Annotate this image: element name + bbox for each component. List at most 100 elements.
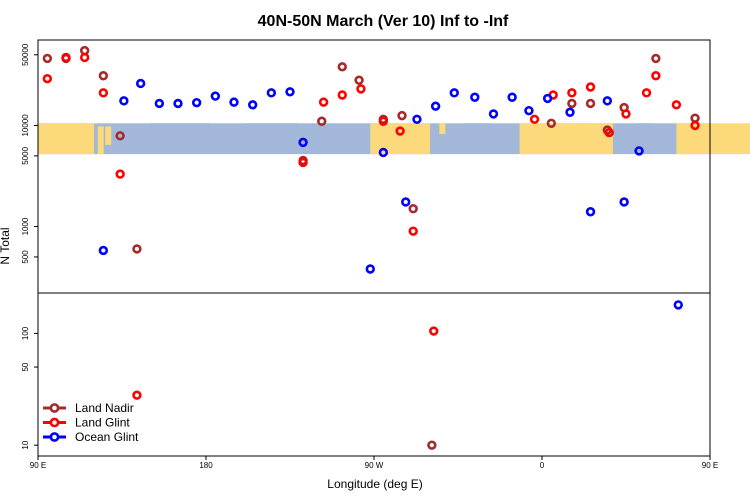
map-ocean-patch <box>463 123 492 139</box>
chart-title: 40N-50N March (Ver 10) Inf to -Inf <box>258 13 509 30</box>
data-point <box>470 92 480 102</box>
upper-plot-frame <box>37 39 711 294</box>
data-point <box>354 75 364 85</box>
map-ocean-patch <box>635 123 654 141</box>
legend-label: Ocean Glint <box>75 430 139 444</box>
data-point <box>119 96 129 106</box>
x-tick-label: 180 <box>199 461 213 470</box>
data-point <box>210 91 221 101</box>
data-point <box>430 101 441 111</box>
legend-label: Land Nadir <box>75 401 134 415</box>
y-tick-label: 500 <box>21 250 30 264</box>
data-point <box>365 264 375 274</box>
data-point <box>378 116 389 126</box>
data-point <box>585 98 596 109</box>
y-tick-label: 100 <box>21 326 30 340</box>
data-point <box>429 326 439 336</box>
data-point <box>337 62 347 72</box>
map-ocean-patch <box>243 123 299 142</box>
data-point <box>401 197 411 207</box>
map-land <box>439 123 446 135</box>
data-point <box>395 126 405 136</box>
data-point <box>604 127 614 138</box>
data-point <box>507 92 517 102</box>
data-point <box>585 207 596 217</box>
y-tick-label: 10 <box>21 440 30 449</box>
data-point <box>98 245 109 256</box>
data-point <box>298 137 308 148</box>
data-point <box>412 114 422 124</box>
data-point <box>356 84 366 94</box>
data-point <box>651 53 661 64</box>
y-tick-label: 5000 <box>21 146 30 164</box>
map-land <box>532 123 539 133</box>
data-point <box>285 87 295 97</box>
data-points <box>42 45 700 450</box>
data-point <box>247 100 258 110</box>
x-axis-label: Longitude (deg E) <box>327 477 422 491</box>
map-land <box>97 126 104 155</box>
map-land <box>105 126 112 145</box>
data-point <box>98 71 109 81</box>
data-point <box>154 98 165 109</box>
data-point <box>621 109 631 119</box>
map-land <box>676 123 750 155</box>
x-axis: 90 E 180 90 W 0 90 E <box>30 456 718 470</box>
data-point <box>565 107 575 117</box>
map-land <box>691 140 698 155</box>
data-point <box>98 88 109 98</box>
legend-marker <box>49 432 60 442</box>
data-point <box>318 97 329 107</box>
data-point <box>115 131 125 141</box>
y-tick-label: 10000 <box>21 114 30 137</box>
lower-plot-frame <box>37 292 711 457</box>
data-point <box>427 440 437 450</box>
data-point <box>673 300 683 310</box>
data-point <box>191 97 202 108</box>
data-point <box>634 146 644 156</box>
data-point <box>641 88 652 98</box>
y-tick-label: 50000 <box>21 43 30 66</box>
data-point <box>408 204 418 214</box>
x-tick-label: 90 E <box>30 461 46 470</box>
data-point <box>690 120 700 131</box>
data-point <box>397 110 407 121</box>
data-point <box>266 88 277 98</box>
legend-label: Land Glint <box>75 416 130 430</box>
data-point <box>567 98 577 109</box>
y-tick-label: 1000 <box>21 217 30 235</box>
data-point <box>173 98 183 109</box>
x-tick-label: 90 W <box>365 461 384 470</box>
world-map-band <box>38 123 750 155</box>
data-point <box>619 197 629 207</box>
x-tick-label: 0 <box>540 461 545 470</box>
data-point <box>42 73 53 84</box>
data-point <box>585 82 596 92</box>
series-ocean-glint <box>98 78 683 310</box>
data-point <box>488 109 499 119</box>
data-point <box>132 244 142 254</box>
data-point <box>690 113 700 123</box>
legend-marker <box>49 417 60 428</box>
data-point <box>337 90 347 100</box>
data-point <box>408 226 418 236</box>
data-point <box>524 105 534 116</box>
data-point <box>542 93 553 104</box>
data-point <box>529 114 540 124</box>
data-point <box>115 169 125 179</box>
map-land <box>575 123 582 138</box>
data-point <box>135 78 146 89</box>
data-point <box>298 157 308 168</box>
map-ocean-patch <box>150 123 210 139</box>
data-point <box>449 88 459 98</box>
upper-y-axis: 500 1000 5000 10000 50000 <box>21 43 38 264</box>
map-land <box>415 135 422 155</box>
data-point <box>651 71 661 81</box>
data-point <box>42 53 53 64</box>
data-point <box>671 100 682 110</box>
y-tick-label: 50 <box>21 362 30 371</box>
data-point <box>61 52 71 63</box>
lower-y-axis: 10 50 100 <box>21 326 38 450</box>
data-point <box>79 52 90 63</box>
data-point <box>317 116 327 126</box>
